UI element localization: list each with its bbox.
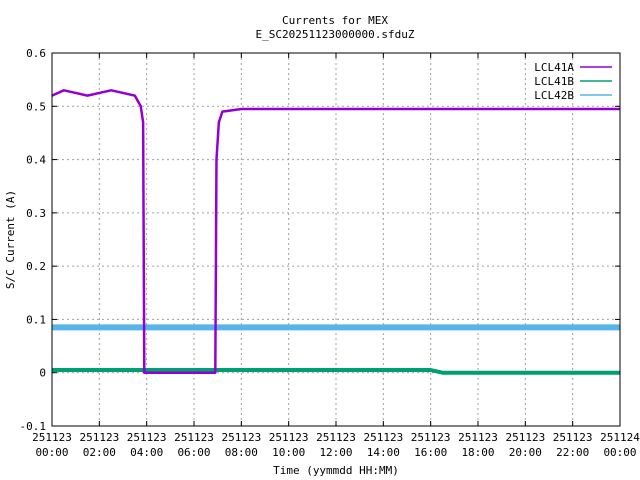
x-axis-label: Time (yymmdd HH:MM) bbox=[273, 464, 399, 477]
x-tick-date-label: 251123 bbox=[458, 431, 498, 444]
grid-lines bbox=[52, 53, 620, 426]
x-tick-date-label: 251123 bbox=[505, 431, 545, 444]
y-axis-label: S/C Current (A) bbox=[4, 190, 17, 289]
y-tick-label: 0.6 bbox=[26, 47, 46, 60]
y-tick-label: 0.4 bbox=[26, 154, 46, 167]
y-tick-label: 0.3 bbox=[26, 207, 46, 220]
y-tick-label: 0.5 bbox=[26, 100, 46, 113]
x-tick-time-label: 02:00 bbox=[83, 446, 116, 459]
x-tick-time-label: 08:00 bbox=[225, 446, 258, 459]
x-tick-date-label: 251124 bbox=[600, 431, 640, 444]
x-tick-date-label: 251123 bbox=[363, 431, 403, 444]
y-axis-ticks: -0.1 0 0.1 0.2 0.3 0.4 0.5 0.6 bbox=[20, 47, 620, 433]
y-tick-label: 0.2 bbox=[26, 260, 46, 273]
x-tick-time-label: 06:00 bbox=[177, 446, 210, 459]
x-tick-date-label: 251123 bbox=[553, 431, 593, 444]
chart-title: Currents for MEX bbox=[282, 14, 388, 27]
x-tick-time-label: 04:00 bbox=[130, 446, 163, 459]
x-tick-time-label: 20:00 bbox=[509, 446, 542, 459]
plot-frame bbox=[51, 52, 621, 427]
legend-label-lcl42b: LCL42B bbox=[534, 89, 574, 102]
y-tick-label: 0 bbox=[39, 367, 46, 380]
x-tick-date-label: 251123 bbox=[411, 431, 451, 444]
x-tick-date-label: 251123 bbox=[316, 431, 356, 444]
chart-subtitle: E_SC20251123000000.sfduZ bbox=[256, 28, 415, 41]
legend-label-lcl41b: LCL41B bbox=[534, 75, 574, 88]
x-tick-date-label: 251123 bbox=[269, 431, 309, 444]
y-tick-label: 0.1 bbox=[26, 313, 46, 326]
x-tick-date-label: 251123 bbox=[174, 431, 214, 444]
x-tick-time-label: 22:00 bbox=[556, 446, 589, 459]
y-tick-label: -0.1 bbox=[20, 420, 47, 433]
x-tick-time-label: 00:00 bbox=[35, 446, 68, 459]
x-tick-time-label: 16:00 bbox=[414, 446, 447, 459]
x-tick-time-label: 10:00 bbox=[272, 446, 305, 459]
x-axis-ticks: 251123 00:00 251123 02:00 251123 04:00 251123 0… bbox=[32, 53, 640, 459]
x-tick-time-label: 00:00 bbox=[603, 446, 636, 459]
series-lines bbox=[51, 89, 620, 375]
x-tick-date-label: 251123 bbox=[127, 431, 167, 444]
x-tick-date-label: 251123 bbox=[32, 431, 72, 444]
x-tick-time-label: 14:00 bbox=[367, 446, 400, 459]
x-tick-date-label: 251123 bbox=[79, 431, 119, 444]
series-line-lcl41b bbox=[52, 368, 620, 375]
x-tick-time-label: 12:00 bbox=[319, 446, 352, 459]
legend-label-lcl41a: LCL41A bbox=[534, 61, 574, 74]
x-tick-time-label: 18:00 bbox=[461, 446, 494, 459]
series-line-lcl41a bbox=[51, 89, 620, 374]
x-tick-date-label: 251123 bbox=[221, 431, 261, 444]
